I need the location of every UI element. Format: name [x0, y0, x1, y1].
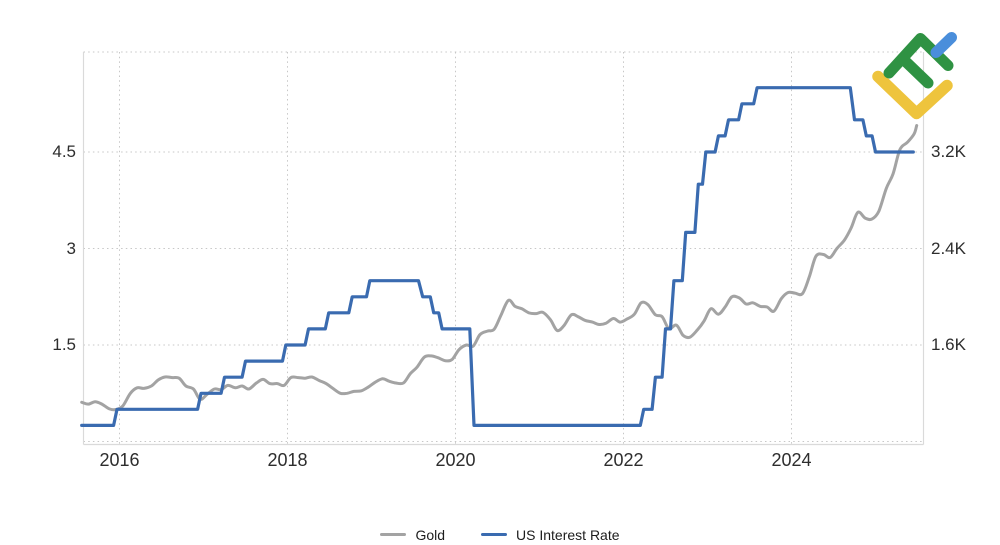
legend-item-gold[interactable]: Gold [380, 527, 445, 543]
x-axis-tick-label: 2024 [771, 450, 812, 470]
legend-label-gold: Gold [415, 526, 446, 543]
litefinance-logo [872, 32, 957, 120]
y-axis-right-tick-label: 3.2K [931, 142, 966, 161]
legend-label-us-interest-rate: US Interest Rate [516, 526, 620, 543]
y-axis-right-tick-label: 1.6K [931, 335, 966, 354]
legend-item-us-interest-rate[interactable]: US Interest Rate [481, 527, 620, 543]
logo-green-arm-icon [897, 53, 934, 89]
logo-blue-accent-icon [930, 32, 957, 58]
gridlines [83, 51, 924, 445]
chart-series [80, 86, 919, 427]
y-axis-left-tick-label: 4.5 [52, 142, 76, 161]
y-axis-left-tick-label: 3 [66, 238, 76, 258]
axis-lines [82, 52, 925, 446]
legend: Gold US Interest Rate [0, 524, 1000, 545]
us-interest-rate-line [80, 86, 915, 427]
gold-series-swatch [380, 533, 407, 536]
x-axis-tick-label: 2018 [267, 450, 308, 470]
y-axis-right-tick-label: 2.4K [931, 238, 966, 258]
x-axis-tick-label: 2022 [603, 450, 644, 470]
x-axis-tick-label: 2016 [99, 450, 140, 470]
x-axis-tick-label: 2020 [435, 450, 476, 470]
logo-yellow-check-icon [872, 70, 953, 120]
us-interest-rate-series-swatch [481, 533, 508, 536]
y-axis-left-tick-label: 1.5 [52, 335, 76, 354]
